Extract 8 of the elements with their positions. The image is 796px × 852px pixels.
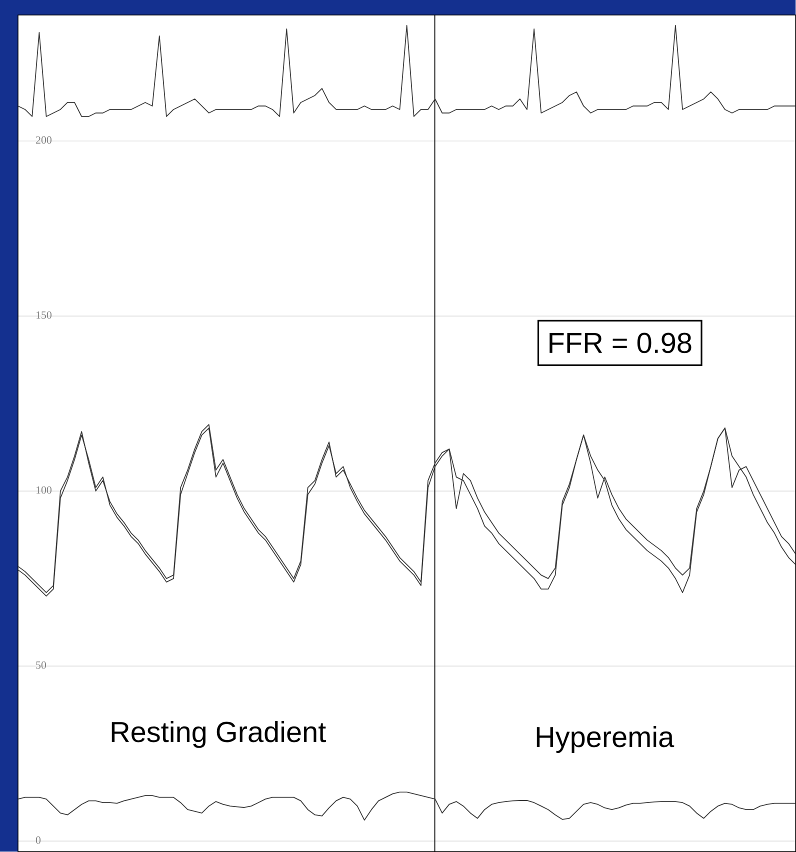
annotation: Resting Gradient xyxy=(112,721,326,748)
y-tick-label: 150 xyxy=(36,311,52,319)
y-tick-label: 0 xyxy=(36,836,41,844)
y-tick-label: 200 xyxy=(36,136,52,144)
annotation: Hyperemia xyxy=(536,726,674,753)
annotation: FFR = 0.98 xyxy=(550,332,692,354)
y-tick-label: 50 xyxy=(36,661,46,669)
y-tick-label: 100 xyxy=(36,486,52,494)
